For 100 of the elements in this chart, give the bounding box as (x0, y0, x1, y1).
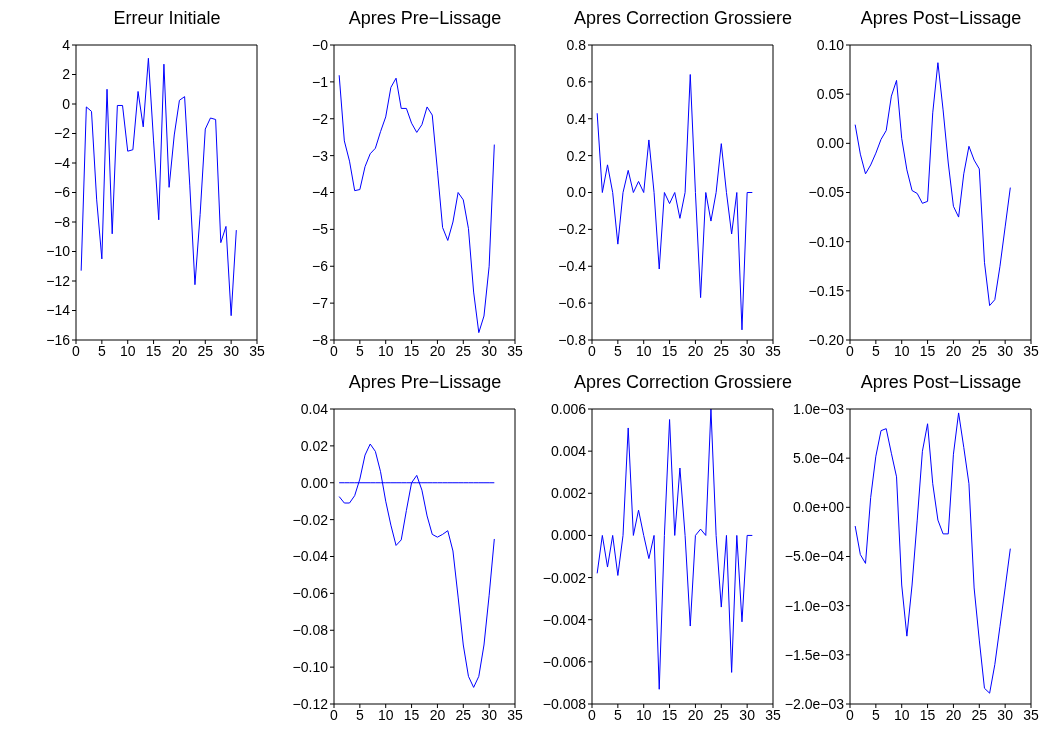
y-tick-label: −0.10 (292, 659, 329, 676)
y-tick-label: −0.8 (558, 331, 587, 348)
y-tick-label: 2 (62, 66, 71, 83)
x-tick-label: 35 (507, 706, 523, 723)
y-tick-label: 0.10 (816, 36, 845, 53)
y-tick-label: 0.2 (566, 147, 587, 164)
y-tick-label: −0.15 (808, 282, 845, 299)
line-series (854, 62, 1011, 307)
x-tick-label: 20 (687, 342, 704, 359)
chart-title: Apres Pre−Lissage (347, 8, 503, 30)
x-tick-label: 15 (403, 706, 420, 723)
y-tick-label: 0.02 (300, 437, 329, 454)
y-tick-label: 0.4 (566, 110, 587, 127)
x-tick-label: 25 (455, 706, 472, 723)
x-tick-label: 10 (893, 706, 910, 723)
y-tick-label: 1.0e−03 (793, 400, 845, 417)
y-tick-label: 0.0e+00 (793, 499, 845, 516)
x-tick-label: 5 (97, 342, 106, 359)
chart-title: Apres Pre−Lissage (347, 372, 503, 394)
y-tick-label: −0.6 (558, 295, 587, 312)
chart-title: Apres Post−Lissage (859, 8, 1023, 30)
x-tick-label: 35 (765, 706, 781, 723)
line-series (338, 443, 495, 688)
y-tick-label: −0.4 (558, 258, 587, 275)
y-tick-label: −8 (312, 331, 329, 348)
y-tick-label: 0.0 (566, 184, 587, 201)
y-tick-label: −2.0e−03 (784, 695, 845, 712)
y-tick-label: 5.0e−04 (793, 450, 845, 467)
x-tick-label: 15 (145, 342, 162, 359)
y-tick-label: −12 (46, 272, 71, 289)
x-tick-label: 30 (739, 706, 756, 723)
y-tick-label: 0 (62, 95, 71, 112)
x-tick-label: 20 (429, 706, 446, 723)
x-tick-label: 15 (919, 706, 936, 723)
y-tick-label: 4 (62, 36, 71, 53)
y-tick-label: −16 (46, 331, 71, 348)
y-tick-label: −4 (54, 154, 71, 171)
x-tick-label: 25 (713, 342, 730, 359)
y-tick-label: −4 (312, 184, 329, 201)
y-tick-label: −0.006 (542, 653, 587, 670)
line-series (596, 409, 753, 690)
y-tick-label: −6 (54, 184, 71, 201)
y-tick-label: −5 (312, 221, 329, 238)
x-tick-label: 5 (355, 706, 364, 723)
y-tick-label: −0.004 (542, 611, 587, 628)
y-tick-label: −3 (312, 147, 329, 164)
y-tick-label: −6 (312, 258, 329, 275)
x-tick-label: 10 (377, 342, 394, 359)
x-tick-label: 15 (919, 342, 936, 359)
y-tick-label: −0.008 (542, 695, 587, 712)
x-tick-label: 30 (223, 342, 240, 359)
x-tick-label: 5 (613, 706, 622, 723)
x-tick-label: 20 (171, 342, 188, 359)
y-tick-label: −0.08 (292, 622, 329, 639)
line-series (854, 412, 1011, 694)
y-tick-label: 0.002 (550, 485, 587, 502)
y-tick-label: −7 (312, 295, 329, 312)
x-tick-label: 15 (661, 706, 678, 723)
x-tick-label: 30 (997, 342, 1014, 359)
y-tick-label: −0.05 (808, 184, 845, 201)
y-tick-label: −0.20 (808, 331, 845, 348)
x-tick-label: 30 (481, 342, 498, 359)
x-tick-label: 25 (971, 706, 988, 723)
y-tick-label: −0.10 (808, 233, 845, 250)
y-tick-label: 0.000 (550, 527, 587, 544)
y-tick-label: −1 (312, 73, 329, 90)
x-tick-label: 35 (249, 342, 265, 359)
x-tick-label: 10 (635, 342, 652, 359)
y-tick-label: 0.006 (550, 400, 587, 417)
y-tick-label: 0.05 (816, 86, 845, 103)
line-series (338, 74, 495, 334)
x-tick-label: 20 (945, 342, 962, 359)
x-tick-label: 25 (971, 342, 988, 359)
y-tick-label: 0.04 (300, 400, 329, 417)
chart-title: Apres Correction Grossiere (573, 8, 793, 30)
y-tick-label: −5.0e−04 (784, 548, 845, 565)
y-tick-label: −1.0e−03 (784, 597, 845, 614)
y-tick-label: 0.004 (550, 443, 587, 460)
x-tick-label: 15 (661, 342, 678, 359)
chart-title: Apres Correction Grossiere (573, 372, 793, 394)
y-tick-label: 0.8 (566, 36, 587, 53)
y-tick-label: 0.00 (300, 474, 329, 491)
x-tick-label: 10 (377, 706, 394, 723)
x-tick-label: 10 (119, 342, 136, 359)
chart-title: Erreur Initiale (112, 8, 222, 30)
line-series (596, 74, 753, 331)
x-tick-label: 25 (455, 342, 472, 359)
y-tick-label: −0 (312, 36, 329, 53)
x-tick-label: 5 (871, 706, 880, 723)
y-tick-label: 0.00 (816, 135, 845, 152)
y-tick-label: −0.002 (542, 569, 587, 586)
line-series (80, 57, 237, 317)
y-tick-label: −10 (46, 243, 71, 260)
x-tick-label: 30 (997, 706, 1014, 723)
x-tick-label: 20 (687, 706, 704, 723)
chart-title: Apres Post−Lissage (859, 372, 1023, 394)
y-tick-label: 0.6 (566, 73, 587, 90)
x-tick-label: 30 (481, 706, 498, 723)
x-tick-label: 5 (355, 342, 364, 359)
x-tick-label: 35 (1023, 706, 1039, 723)
